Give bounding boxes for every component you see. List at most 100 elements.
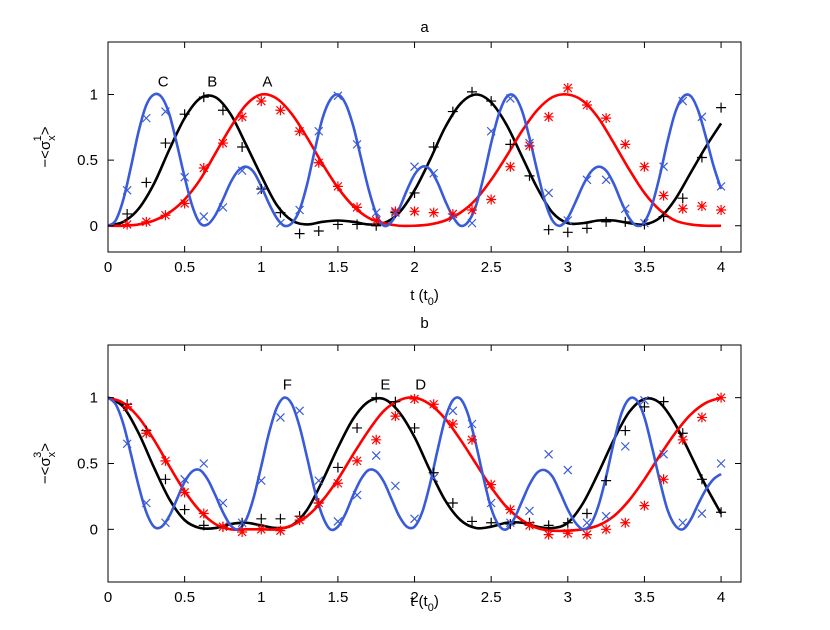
x-tick-label: 0.5 [174, 259, 195, 276]
marker [524, 170, 535, 181]
marker [562, 227, 573, 238]
marker [562, 528, 573, 539]
marker [122, 219, 133, 230]
x-tick-label: 2 [410, 259, 418, 276]
marker [505, 161, 516, 172]
marker [276, 412, 285, 422]
marker [371, 215, 382, 226]
marker [678, 518, 688, 528]
marker [333, 517, 343, 526]
marker [256, 513, 267, 524]
marker [467, 516, 478, 527]
marker [447, 498, 458, 508]
x-tick-label: 2 [410, 589, 418, 606]
marker [198, 508, 209, 519]
marker [525, 506, 534, 516]
marker [141, 216, 152, 227]
marker [275, 525, 286, 536]
marker [620, 425, 631, 436]
marker [256, 185, 266, 195]
marker [639, 161, 650, 172]
marker [639, 500, 650, 511]
marker [620, 139, 631, 150]
marker [620, 216, 631, 227]
marker [659, 449, 669, 459]
marker [678, 96, 688, 106]
y-axis-label: −<σx3> [32, 443, 58, 484]
marker [160, 138, 171, 149]
curve [108, 92, 722, 228]
marker [620, 441, 630, 451]
axes-frame [107, 41, 742, 253]
marker [505, 518, 515, 528]
marker [620, 517, 631, 528]
marker [658, 474, 669, 485]
x-axis-label: t (t0) [410, 287, 439, 308]
x-tick-label: 3 [564, 589, 572, 606]
plot-area [108, 82, 727, 239]
marker [524, 140, 535, 151]
marker [467, 434, 478, 445]
marker [122, 208, 133, 219]
marker [601, 175, 611, 185]
marker [562, 82, 573, 93]
x-label-sub: 0 [428, 296, 434, 308]
marker [122, 185, 132, 195]
marker [218, 498, 228, 508]
marker [601, 475, 612, 486]
marker [218, 202, 228, 212]
marker [505, 94, 515, 103]
marker [332, 478, 343, 489]
marker [486, 126, 496, 136]
marker [180, 474, 190, 484]
marker [563, 465, 573, 475]
marker [697, 509, 707, 518]
marker [161, 518, 170, 528]
marker [544, 188, 554, 198]
x-tick-label: 0.5 [174, 589, 195, 606]
marker [352, 422, 363, 433]
marker [601, 524, 612, 535]
marker [390, 411, 401, 422]
marker [696, 152, 707, 163]
marker [352, 455, 363, 466]
annotation: E [380, 377, 390, 394]
marker [486, 96, 497, 107]
marker [524, 520, 535, 531]
y-label-end: > [37, 126, 54, 135]
marker [409, 206, 420, 217]
marker [486, 498, 496, 508]
x-tick-label: 4 [717, 589, 725, 606]
y-label-text: −<σ [37, 140, 54, 168]
marker [467, 218, 477, 228]
marker [447, 106, 458, 117]
marker [256, 184, 267, 194]
marker [352, 490, 362, 500]
marker [467, 205, 478, 215]
marker [716, 459, 726, 468]
marker [275, 207, 286, 218]
marker [677, 193, 688, 204]
marker [486, 479, 497, 490]
marker [217, 521, 228, 532]
x-tick-label: 2.5 [481, 589, 502, 606]
x-tick-label: 1.5 [327, 589, 348, 606]
annotation: F [283, 377, 292, 394]
marker [658, 396, 669, 407]
marker [160, 210, 171, 221]
x-label-end: ) [434, 593, 439, 610]
marker [428, 142, 439, 152]
marker [237, 526, 248, 537]
x-tick-label: 4 [717, 259, 725, 276]
marker [563, 216, 573, 225]
marker [543, 529, 554, 540]
marker [581, 508, 592, 519]
marker [582, 175, 592, 185]
marker [409, 187, 420, 198]
marker [428, 467, 439, 478]
marker [447, 419, 458, 429]
marker [447, 208, 458, 219]
marker [179, 504, 190, 515]
